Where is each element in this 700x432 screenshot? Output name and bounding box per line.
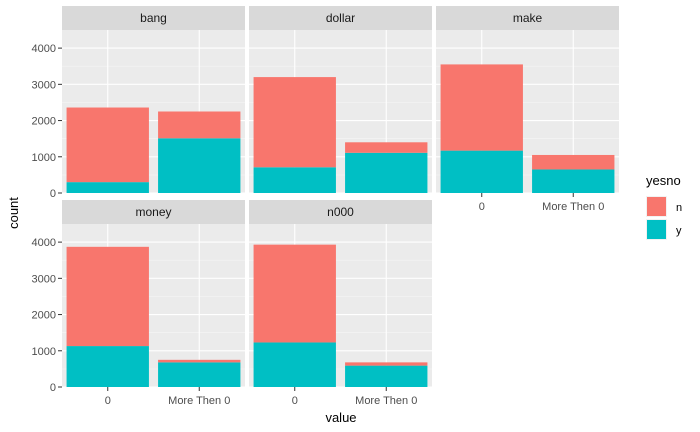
x-axis-title: value <box>325 410 356 425</box>
y-tick-label: 3000 <box>32 273 56 285</box>
facet-strip-label: bang <box>140 11 167 25</box>
y-tick-label: 4000 <box>32 237 56 249</box>
bar-segment-n <box>66 107 149 183</box>
facet-strip-label: make <box>513 11 543 25</box>
bar-segment-y <box>440 150 523 193</box>
y-axis-title: count <box>6 197 21 229</box>
bar-segment-n <box>158 111 241 139</box>
legend-entry-y: y <box>646 219 682 240</box>
y-tick-label: 1000 <box>32 152 56 164</box>
facet-panel-bang: bang 0 1000 2000 3000 4000 <box>32 6 245 200</box>
axes: value count <box>6 197 357 425</box>
bar-segment-y <box>158 362 241 387</box>
bar-segment-n <box>440 64 523 151</box>
legend: yesno ny <box>646 173 682 240</box>
legend-title: yesno <box>646 173 681 188</box>
y-tick-label: 0 <box>50 382 56 394</box>
x-tick-label: 0 <box>105 395 111 407</box>
facet-strip <box>249 6 432 30</box>
facet-strip <box>62 200 245 224</box>
facet-panels: bang 0 1000 2000 3000 4000 dollar make 0 More The… <box>32 6 619 407</box>
bar-segment-n <box>158 359 241 363</box>
bar-segment-y <box>66 346 149 387</box>
bar-segment-y <box>158 138 241 193</box>
x-tick-label: More Then 0 <box>542 201 604 213</box>
y-tick-label: 1000 <box>32 346 56 358</box>
bar-segment-n <box>532 154 615 170</box>
facet-strip-label: n000 <box>327 205 354 219</box>
facet-panel-make: make 0 More Then 0 <box>436 6 619 213</box>
facet-strip <box>249 200 432 224</box>
x-tick-label: More Then 0 <box>355 395 417 407</box>
legend-swatch <box>647 220 666 239</box>
facet-strip-label: money <box>135 205 171 219</box>
facet-strip <box>436 6 619 30</box>
bar-segment-y <box>345 365 428 387</box>
bar-segment-n <box>253 77 336 168</box>
facet-strip-label: dollar <box>326 11 355 25</box>
legend-label: y <box>676 225 682 237</box>
legend-entry-n: n <box>646 196 682 217</box>
facet-panel-n000: n000 0 More Then 0 <box>249 200 432 407</box>
y-tick-label: 2000 <box>32 116 56 128</box>
bar-segment-y <box>532 169 615 193</box>
x-tick-label: 0 <box>479 201 485 213</box>
bar-segment-y <box>66 182 149 193</box>
x-tick-label: More Then 0 <box>168 395 230 407</box>
y-tick-label: 2000 <box>32 310 56 322</box>
y-tick-label: 3000 <box>32 79 56 91</box>
bar-segment-n <box>345 142 428 153</box>
legend-swatch <box>647 197 666 216</box>
bar-segment-n <box>345 362 428 366</box>
facet-panel-money: money 0 1000 2000 3000 4000 0 More Then 0 <box>32 200 245 407</box>
x-tick-label: 0 <box>292 395 298 407</box>
y-tick-label: 4000 <box>32 43 56 55</box>
bar-segment-n <box>253 244 336 343</box>
y-tick-label: 0 <box>50 188 56 200</box>
bar-segment-y <box>253 342 336 387</box>
bar-segment-y <box>253 167 336 193</box>
facet-strip <box>62 6 245 30</box>
legend-label: n <box>676 202 682 214</box>
bar-segment-y <box>345 152 428 193</box>
facet-panel-dollar: dollar <box>249 6 432 194</box>
bar-segment-n <box>66 246 149 347</box>
